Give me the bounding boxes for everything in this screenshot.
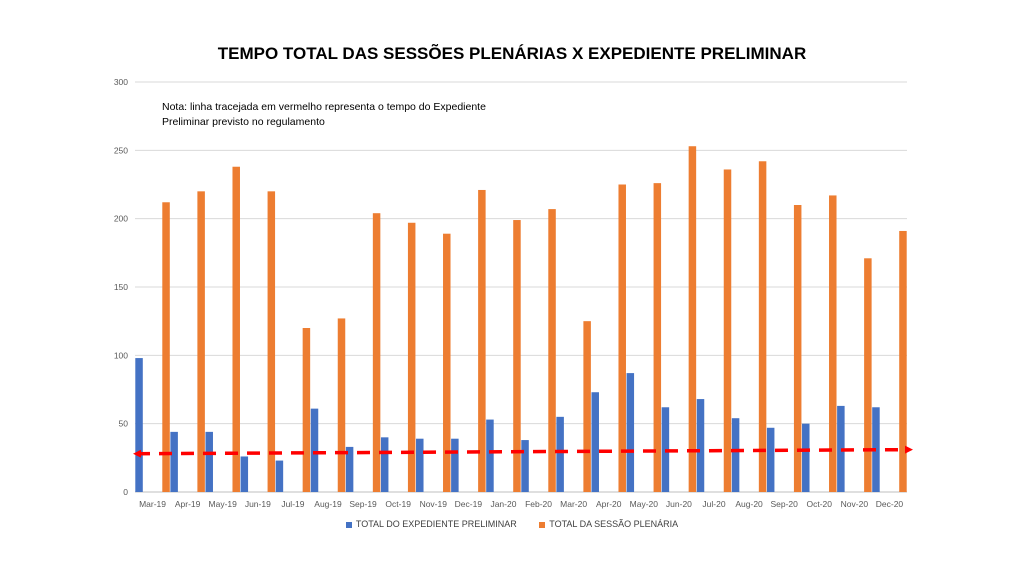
bar-sessao [232, 166, 240, 492]
bar-expediente [696, 399, 705, 492]
bar-expediente [486, 419, 494, 492]
bar-expediente [380, 437, 389, 492]
bar-expediente [731, 418, 740, 492]
bar-expediente [310, 408, 319, 492]
x-tick-label: Nov-20 [841, 499, 869, 509]
legend: TOTAL DO EXPEDIENTE PRELIMINAR TOTAL DA … [0, 519, 1024, 529]
bar-sessao [653, 183, 662, 492]
bar-expediente [591, 392, 599, 492]
bar-sessao [407, 222, 416, 492]
bar-sessao [583, 321, 591, 492]
bar-sessao [337, 318, 346, 492]
bar-expediente [205, 431, 213, 492]
bar-sessao [513, 220, 521, 493]
x-tick-label: Jun-19 [245, 499, 271, 509]
x-tick-label: Jul-20 [702, 499, 725, 509]
x-tick-label: Mar-20 [560, 499, 587, 509]
y-tick-label: 50 [119, 419, 129, 429]
chart-title: TEMPO TOTAL DAS SESSÕES PLENÁRIAS X EXPE… [217, 44, 807, 63]
x-tick-label: Oct-20 [807, 499, 833, 509]
bar-sessao [758, 161, 767, 492]
x-tick-label: Aug-20 [735, 499, 763, 509]
bar-sessao [723, 169, 732, 492]
x-tick-label: Feb-20 [525, 499, 552, 509]
bar-sessao [267, 191, 276, 493]
x-tick-label: Mar-19 [139, 499, 166, 509]
y-tick-label: 100 [114, 350, 128, 360]
x-tick-label: Oct-19 [385, 499, 411, 509]
x-tick-label: May-19 [209, 499, 238, 509]
x-tick-label: Jun-20 [666, 499, 692, 509]
chart-note: Nota: linha tracejada em vermelho repres… [162, 101, 486, 128]
legend-swatch-sessao [539, 521, 546, 528]
bar-expediente [521, 440, 529, 492]
x-tick-label: Apr-19 [175, 499, 201, 509]
bar-sessao [162, 202, 170, 492]
bar-sessao [688, 146, 697, 492]
bar-expediente [766, 427, 775, 492]
bar-sessao [443, 233, 451, 492]
bar-sessao [302, 328, 311, 492]
y-tick-label: 0 [123, 487, 128, 497]
x-tick-label: May-20 [630, 499, 659, 509]
x-tick-label: Nov-19 [420, 499, 448, 509]
bar-expediente [275, 460, 284, 492]
bar-sessao [197, 191, 205, 493]
x-tick-label: Sep-20 [770, 499, 798, 509]
bar-expediente [802, 423, 810, 492]
x-tick-label: Apr-20 [596, 499, 622, 509]
bar-sessao [372, 213, 381, 492]
bar-sessao [829, 195, 837, 492]
bar-expediente [345, 446, 354, 492]
x-tick-label: Dec-20 [876, 499, 904, 509]
bar-expediente [626, 373, 635, 492]
bar-sessao [793, 205, 802, 492]
x-tick-label: Dec-19 [455, 499, 483, 509]
x-tick-label: Jul-19 [281, 499, 304, 509]
bar-expediente [135, 358, 143, 492]
bar-expediente [416, 438, 424, 492]
x-tick-label: Jan-20 [490, 499, 516, 509]
x-tick-label: Aug-19 [314, 499, 342, 509]
y-tick-label: 200 [114, 214, 128, 224]
y-tick-label: 250 [114, 145, 128, 155]
legend-label-sessao: TOTAL DA SESSÃO PLENÁRIA [549, 519, 679, 529]
legend-swatch-expediente [345, 521, 352, 528]
y-tick-label: 150 [114, 282, 128, 292]
bar-expediente [451, 438, 459, 492]
bar-expediente [170, 431, 178, 492]
bar-sessao [548, 209, 556, 492]
y-tick-label: 300 [114, 77, 128, 87]
bar-sessao [478, 189, 486, 492]
bar-sessao [899, 230, 907, 492]
legend-item-expediente: TOTAL DO EXPEDIENTE PRELIMINAR [345, 519, 517, 529]
bar-sessao [618, 184, 626, 492]
bar-expediente [240, 456, 249, 492]
reference-line [133, 445, 913, 458]
bar-sessao [864, 258, 872, 492]
x-tick-label: Sep-19 [349, 499, 377, 509]
legend-item-sessao: TOTAL DA SESSÃO PLENÁRIA [539, 519, 678, 529]
legend-label-expediente: TOTAL DO EXPEDIENTE PRELIMINAR [355, 519, 517, 529]
bar-expediente [556, 416, 564, 492]
